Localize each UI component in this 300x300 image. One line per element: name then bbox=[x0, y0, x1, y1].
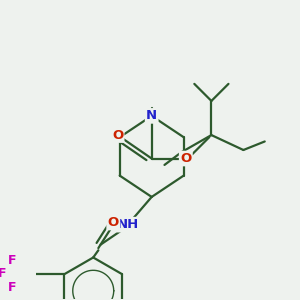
Text: O: O bbox=[112, 129, 123, 142]
Text: F: F bbox=[8, 254, 16, 267]
Text: O: O bbox=[180, 152, 191, 165]
Text: F: F bbox=[0, 267, 7, 280]
Text: N: N bbox=[146, 110, 157, 122]
Text: F: F bbox=[8, 281, 16, 294]
Text: O: O bbox=[108, 216, 119, 229]
Text: NH: NH bbox=[117, 218, 139, 231]
